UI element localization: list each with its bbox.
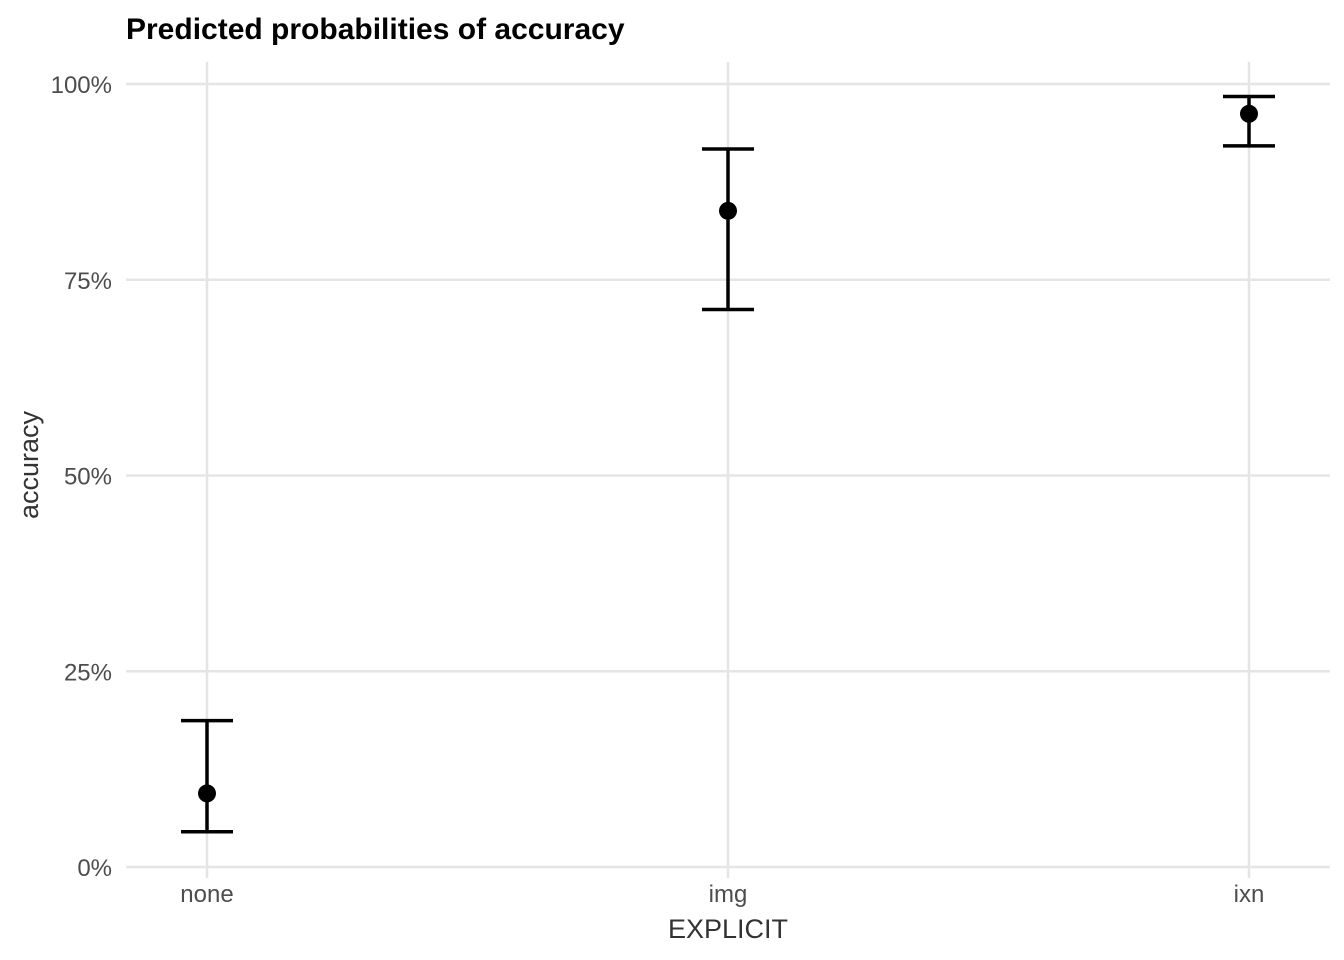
y-tick-label: 0% <box>77 855 112 882</box>
x-axis-title: EXPLICIT <box>668 914 788 944</box>
point-none <box>198 784 216 803</box>
marks-layer <box>181 94 1275 834</box>
errorbar-img <box>702 147 754 312</box>
y-tick-labels: 0% 25% 50% 75% 100% <box>51 72 112 882</box>
point-img <box>719 201 737 220</box>
x-tick-label: ixn <box>1234 881 1265 908</box>
x-tick-labels: none img ixn <box>180 881 1264 908</box>
y-tick-label: 100% <box>51 72 112 99</box>
x-tick-label: none <box>180 881 233 908</box>
y-tick-label: 50% <box>64 464 112 491</box>
x-tick-label: img <box>709 881 748 908</box>
y-axis-title: accuracy <box>14 410 44 519</box>
chart-title: Predicted probabilities of accuracy <box>126 13 625 46</box>
errorbar-none <box>181 718 233 834</box>
y-tick-label: 25% <box>64 659 112 686</box>
point-ixn <box>1240 104 1258 123</box>
y-tick-label: 75% <box>64 268 112 295</box>
